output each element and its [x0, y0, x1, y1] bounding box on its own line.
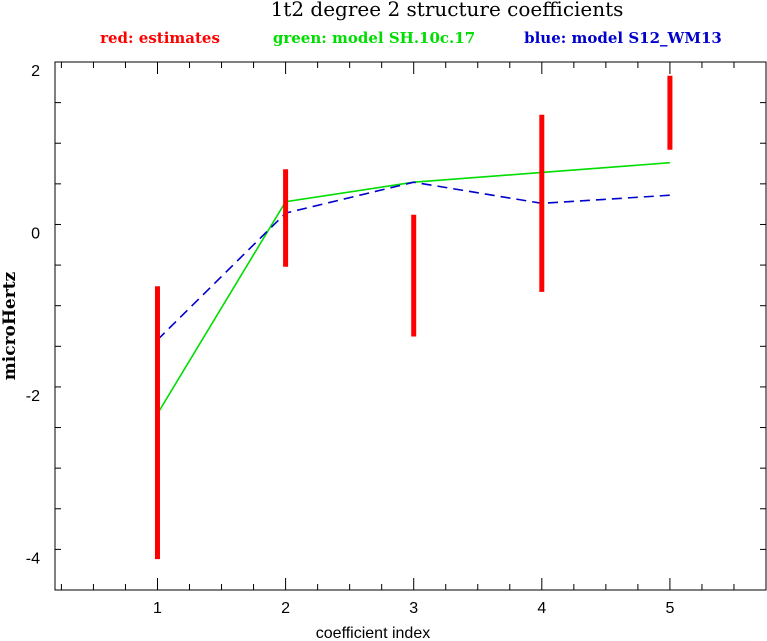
legend-entry-1: red: estimates — [100, 29, 220, 47]
tick-labels: 1 2 3 4 5 -4 -2 0 2 — [26, 63, 675, 617]
y-tick-label: -2 — [26, 388, 40, 405]
legend-entry-2: green: model SH.10c.17 — [273, 29, 475, 47]
series-lines — [156, 161, 670, 415]
y-tick-label: 2 — [31, 63, 40, 80]
x-tick-label: 1 — [153, 600, 162, 617]
x-tick-label: 5 — [665, 600, 674, 617]
legend-entry-3: blue: model S12_WM13 — [524, 29, 722, 47]
x-tick-label: 3 — [409, 600, 418, 617]
y-tick-label: 0 — [31, 226, 40, 243]
plot-frame — [54, 61, 767, 591]
axis-ticks — [55, 61, 767, 591]
y-tick-label: -4 — [26, 551, 40, 568]
x-axis-label: coefficient index — [316, 625, 430, 641]
legend: red: estimates green: model SH.10c.17 blue… — [100, 29, 722, 47]
estimate-bars — [154, 75, 673, 560]
series-line-2 — [156, 181, 670, 341]
y-axis-label: microHertz — [0, 271, 20, 380]
x-tick-label: 4 — [537, 600, 546, 617]
chart-title: 1t2 degree 2 structure coefficients — [271, 0, 624, 21]
x-tick-label: 2 — [281, 600, 290, 617]
